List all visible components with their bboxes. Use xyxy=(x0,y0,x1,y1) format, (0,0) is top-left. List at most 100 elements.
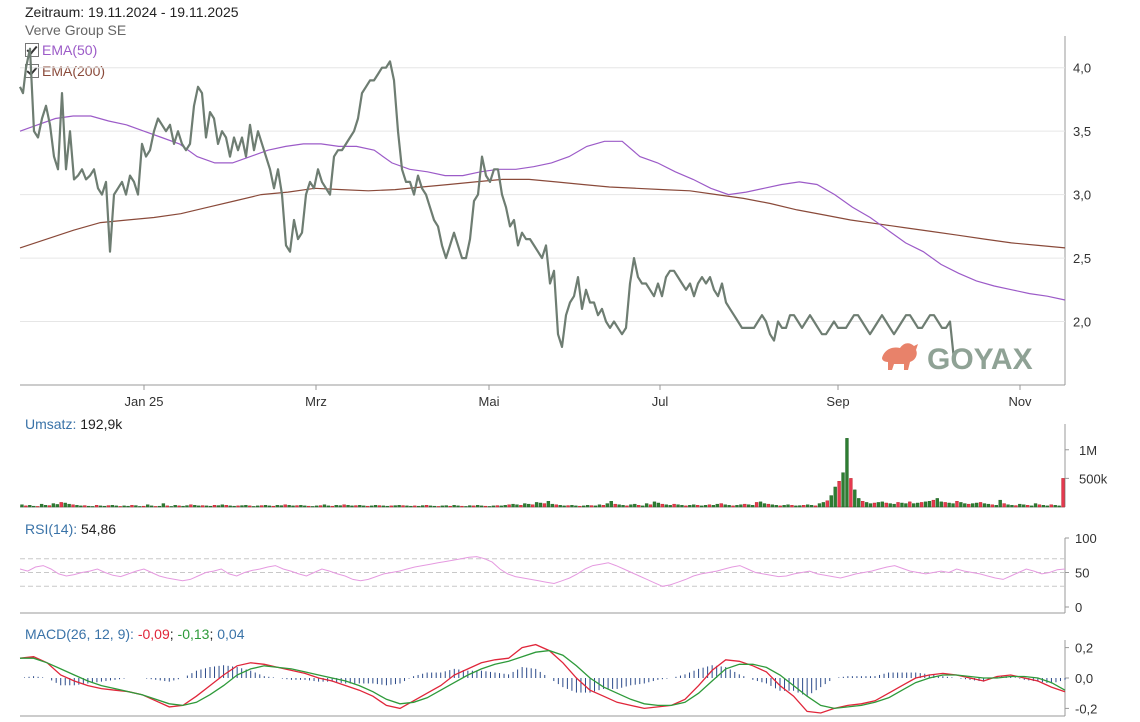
volume-bar xyxy=(98,505,103,508)
volume-bar xyxy=(472,505,476,508)
volume-bar xyxy=(173,505,177,508)
volume-bar xyxy=(892,503,896,508)
volume-y-tick-label: 1M xyxy=(1079,443,1097,458)
volume-bar xyxy=(896,502,900,508)
volume-bar xyxy=(656,502,661,508)
volume-bar xyxy=(118,506,122,508)
volume-bar xyxy=(766,503,771,508)
macd-line xyxy=(19,643,1066,714)
volume-bar xyxy=(841,472,845,508)
volume-bar xyxy=(743,503,747,508)
volume-bar xyxy=(570,505,574,508)
volume-bar xyxy=(1002,503,1006,508)
volume-bar xyxy=(971,503,975,508)
volume-bar xyxy=(715,503,719,508)
volume-bar xyxy=(813,505,818,508)
volume-bar xyxy=(444,505,448,508)
volume-bar xyxy=(102,505,107,508)
volume-bar xyxy=(668,505,672,508)
volume-bar xyxy=(47,505,52,508)
volume-bar xyxy=(719,503,723,508)
volume-bar xyxy=(562,505,566,508)
price-y-tick-label: 2,0 xyxy=(1073,315,1091,330)
volume-bar xyxy=(597,504,602,508)
volume-bar xyxy=(696,505,700,508)
volume-bar xyxy=(802,505,806,508)
volume-bar xyxy=(857,498,861,508)
volume-bar xyxy=(208,505,213,508)
volume-bar xyxy=(652,501,657,508)
volume-bar xyxy=(727,505,731,508)
volume-bar xyxy=(417,505,421,508)
legend-ema200[interactable]: EMA(200) xyxy=(25,63,105,79)
volume-bar xyxy=(87,505,91,508)
volume-bar xyxy=(456,505,460,508)
volume-bar xyxy=(566,505,570,508)
volume-bar xyxy=(185,505,189,508)
volume-bar xyxy=(114,505,118,508)
volume-bar xyxy=(833,486,837,508)
volume-bar xyxy=(138,506,142,508)
volume-bar xyxy=(43,505,48,508)
volume-bar xyxy=(821,502,826,508)
macd-value-2: -0,13 xyxy=(177,626,210,642)
volume-bar xyxy=(232,505,236,508)
macd-signal-line xyxy=(20,649,1066,710)
volume-bar xyxy=(605,503,609,508)
volume-bar xyxy=(1049,504,1053,508)
volume-bar xyxy=(900,502,904,508)
volume-bar xyxy=(735,505,739,508)
volume-bar xyxy=(990,504,994,508)
volume-bar xyxy=(507,504,511,508)
volume-value: 192,9k xyxy=(80,416,123,432)
volume-bar xyxy=(629,504,633,508)
ema200-checkbox[interactable] xyxy=(25,64,39,78)
volume-bar xyxy=(1057,505,1061,508)
price-y-tick-label: 2,5 xyxy=(1073,251,1091,266)
volume-bar xyxy=(24,505,28,508)
volume-bar xyxy=(1041,505,1046,508)
volume-bar xyxy=(707,504,712,508)
volume-bar xyxy=(146,504,150,508)
volume-bar xyxy=(142,505,146,508)
period-label: Zeitraum: 19.11.2024 - 19.11.2025 xyxy=(25,4,239,20)
volume-bar xyxy=(157,505,162,508)
volume-bar xyxy=(244,505,248,508)
volume-bar xyxy=(409,505,413,508)
volume-bar xyxy=(542,503,547,508)
volume-bar xyxy=(837,481,841,508)
volume-bar xyxy=(919,502,924,508)
volume-bar xyxy=(699,505,704,508)
volume-bar xyxy=(228,505,232,508)
volume-bar xyxy=(189,504,193,508)
volume-bar xyxy=(688,505,692,508)
volume-bar xyxy=(676,504,680,508)
volume-bar xyxy=(531,504,535,508)
price-x-tick-label: Sep xyxy=(826,394,849,409)
volume-bar xyxy=(853,489,857,508)
volume-bar xyxy=(982,503,987,508)
volume-bar xyxy=(908,501,912,508)
volume-label: Umsatz: 192,9k xyxy=(25,416,122,432)
volume-bar xyxy=(660,503,664,508)
volume-bar xyxy=(794,505,798,508)
rsi-y-tick-label: 100 xyxy=(1075,531,1097,546)
volume-bar xyxy=(778,505,782,508)
volume-bar xyxy=(153,506,158,508)
volume-bar xyxy=(625,505,629,508)
volume-bar xyxy=(644,503,649,508)
volume-bar xyxy=(806,504,810,508)
volume-bar xyxy=(181,505,185,508)
volume-bar xyxy=(350,505,354,508)
volume-bar xyxy=(774,505,778,508)
legend-ema50[interactable]: EMA(50) xyxy=(25,42,97,58)
volume-bar xyxy=(401,505,405,508)
volume-bar xyxy=(959,502,963,508)
volume-bar xyxy=(609,501,613,508)
volume-bar xyxy=(947,502,951,508)
ema50-checkbox[interactable] xyxy=(25,43,39,57)
volume-bar xyxy=(1006,504,1010,508)
volume-bar xyxy=(978,502,983,508)
rsi-title: RSI(14): xyxy=(25,521,78,537)
